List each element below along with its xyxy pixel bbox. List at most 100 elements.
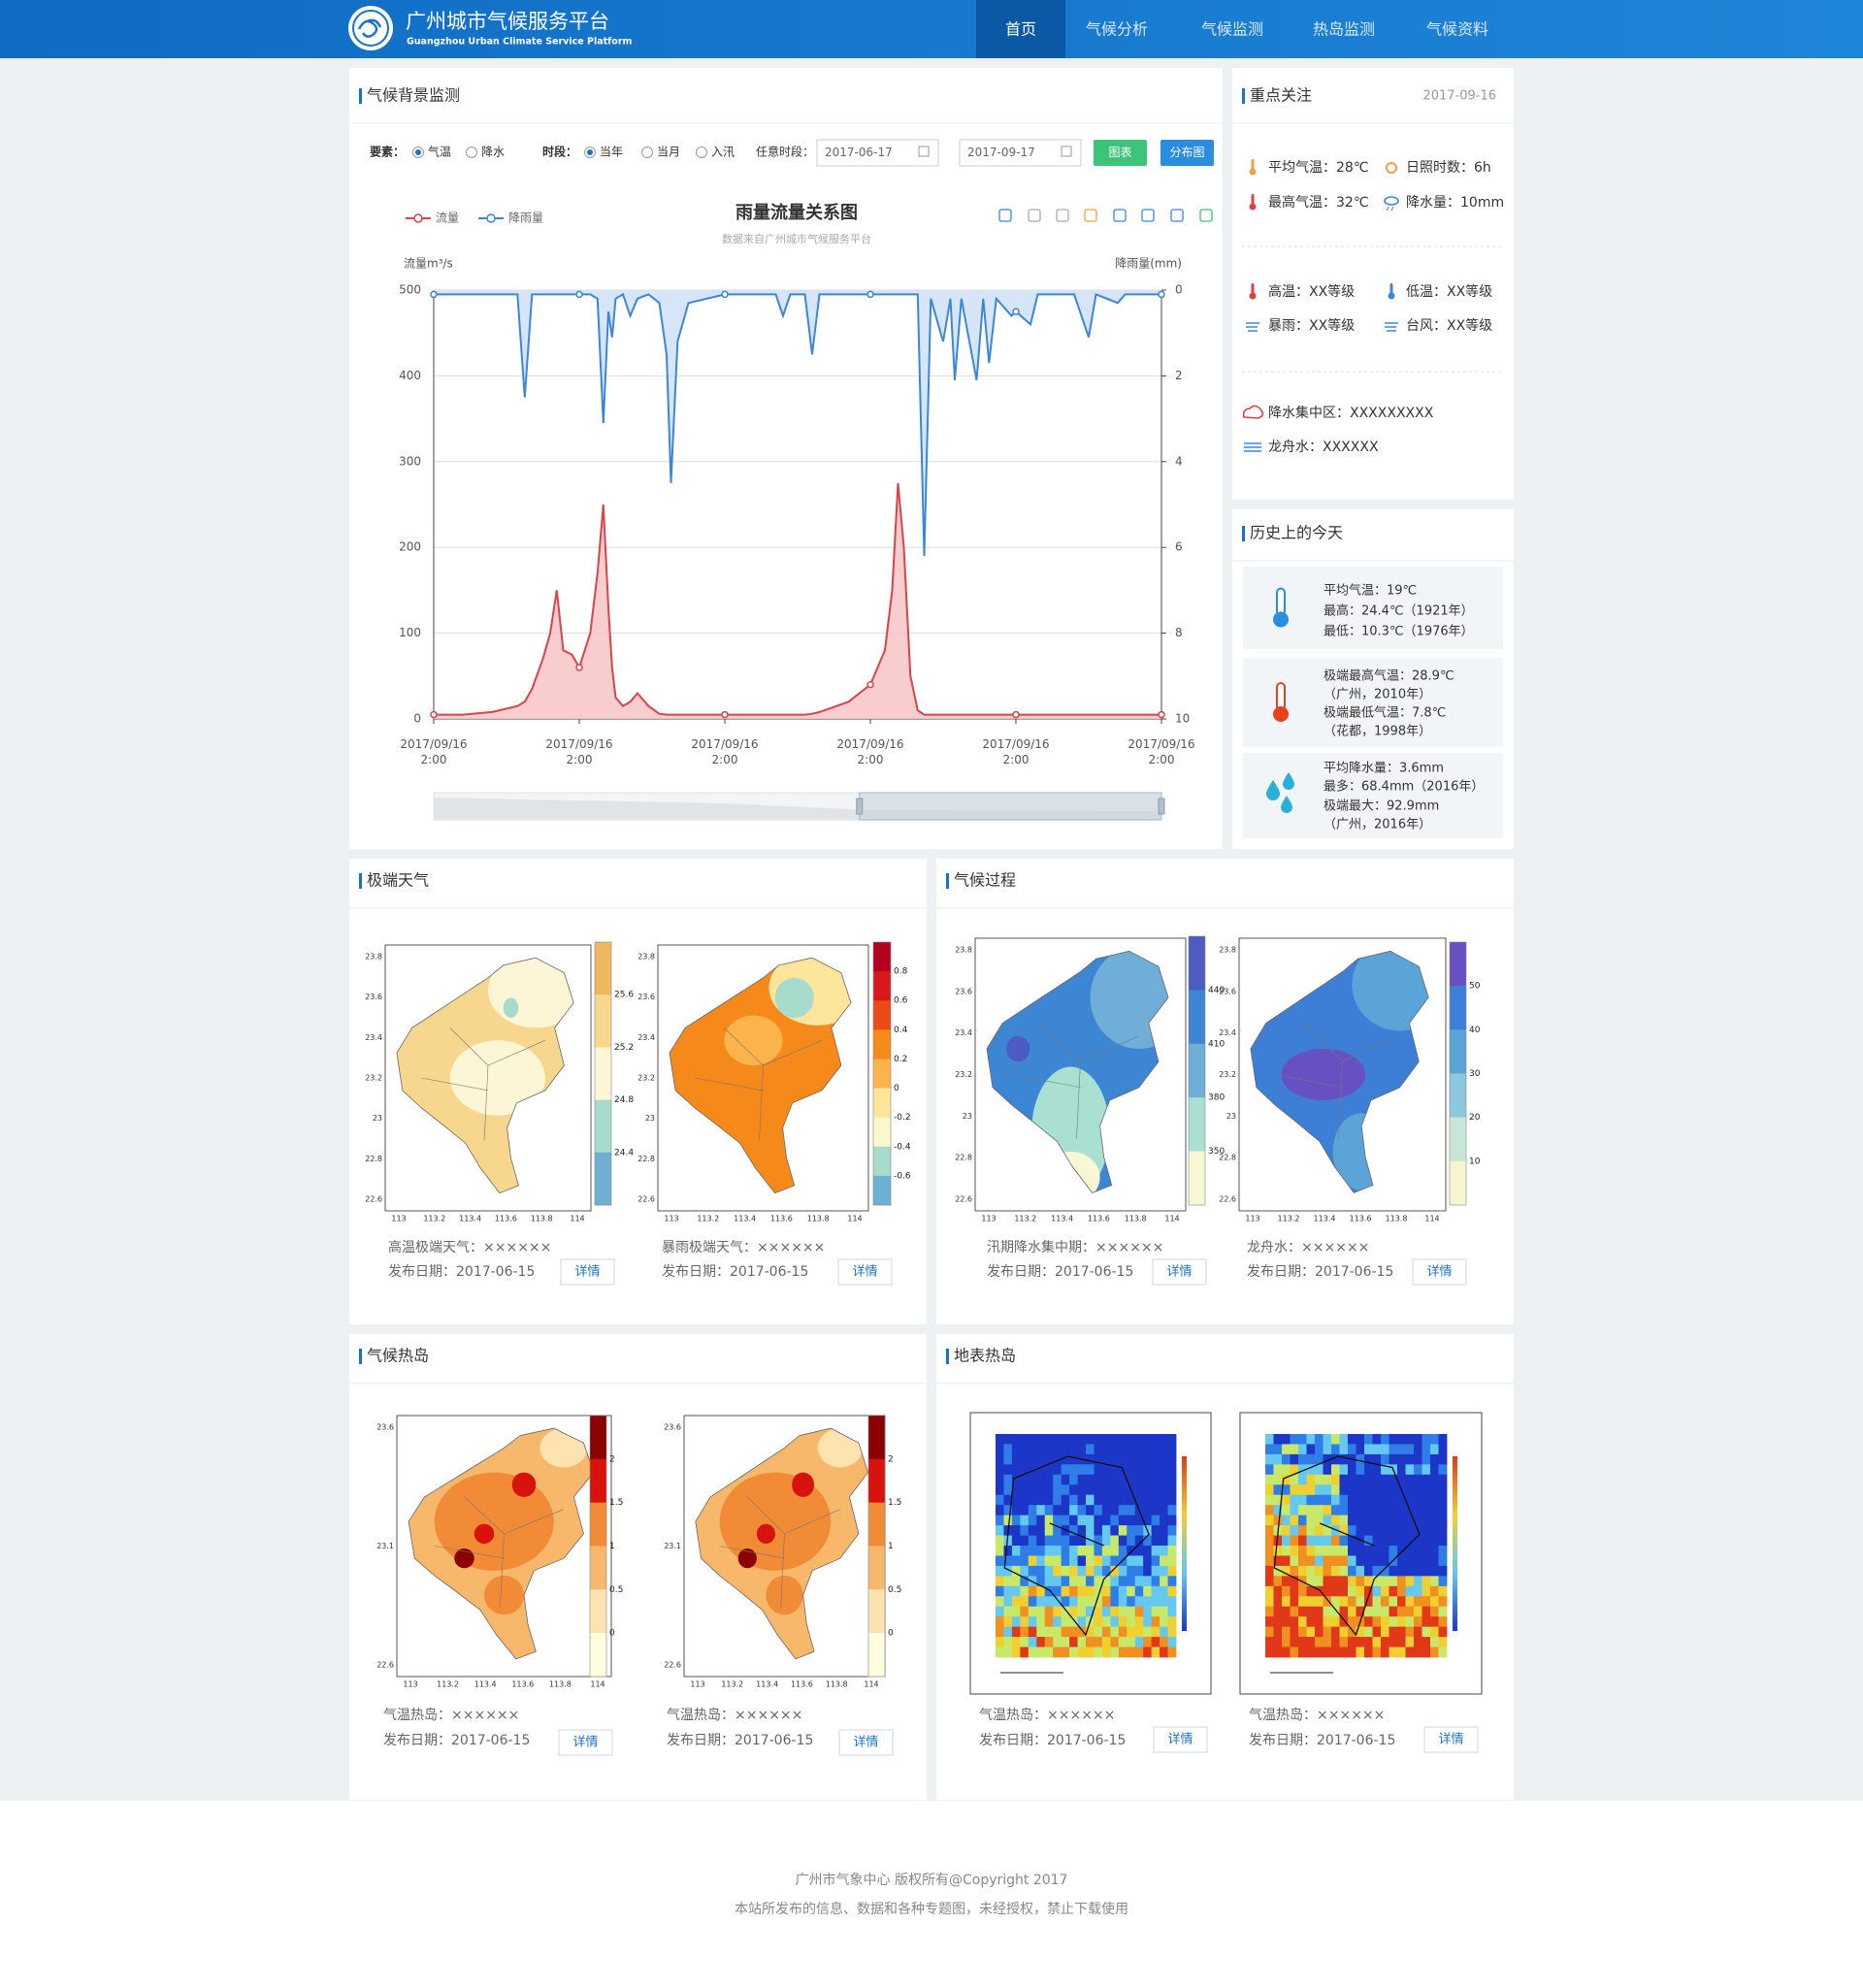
toolbar-icon[interactable] <box>1056 209 1069 222</box>
toolbar-icon[interactable] <box>1141 209 1155 222</box>
raster-cell <box>1372 1505 1382 1516</box>
toolbar-icon[interactable] <box>1170 209 1184 222</box>
raster-cell <box>1044 1626 1054 1638</box>
raster-cell <box>1143 1606 1153 1617</box>
period-option[interactable]: 入汛 <box>711 146 735 159</box>
detail-button-label[interactable]: 详情 <box>574 1265 600 1280</box>
toolbar-icon[interactable] <box>1199 209 1213 222</box>
button-label[interactable]: 分布图 <box>1169 146 1204 159</box>
raster-cell <box>1282 1474 1291 1485</box>
raster-cell <box>1273 1626 1283 1638</box>
toolbar-icon[interactable] <box>1084 209 1097 222</box>
detail-button-label[interactable]: 详情 <box>1166 1265 1192 1280</box>
raster-cell <box>1372 1585 1382 1597</box>
raster-cell <box>1160 1494 1168 1506</box>
icon <box>1273 706 1289 722</box>
radio[interactable] <box>696 147 707 158</box>
toolbar-icon[interactable] <box>998 209 1012 222</box>
raster-cell <box>1282 1525 1291 1536</box>
zoom-handle[interactable] <box>856 798 864 815</box>
raster-cell <box>1036 1596 1046 1608</box>
radio[interactable] <box>641 147 653 158</box>
nav-item[interactable]: 首页 <box>1005 20 1036 39</box>
colorbar-label: 10 <box>1469 1157 1481 1166</box>
raster-cell <box>1331 1546 1340 1556</box>
raster-cell <box>1405 1585 1415 1597</box>
zoom-handle[interactable] <box>1158 798 1165 815</box>
toolbar-icon[interactable] <box>1113 209 1127 222</box>
nav-item[interactable]: 热岛监测 <box>1313 20 1375 39</box>
raster-cell <box>1414 1596 1422 1608</box>
detail-button-label[interactable]: 详情 <box>572 1736 598 1750</box>
detail-button[interactable] <box>1152 1258 1207 1286</box>
raster-cell <box>1282 1596 1291 1608</box>
legend-label[interactable]: 流量 <box>436 212 459 225</box>
period-option[interactable]: 当月 <box>657 146 680 159</box>
history-card <box>1243 567 1503 649</box>
detail-button[interactable] <box>1153 1726 1208 1753</box>
raster-cell <box>1414 1505 1422 1516</box>
element-option[interactable]: 降水 <box>481 146 505 159</box>
raster-cell <box>1134 1565 1144 1577</box>
detail-button[interactable] <box>560 1258 615 1286</box>
map-patch <box>792 1472 815 1497</box>
raster-cell <box>1134 1585 1144 1597</box>
map-date: 发布日期：2017-06-15 <box>662 1264 808 1280</box>
raster-cell <box>1003 1606 1013 1617</box>
raster-cell <box>1143 1546 1153 1556</box>
raster-cell <box>1273 1484 1283 1496</box>
detail-button-label[interactable]: 详情 <box>853 1736 878 1750</box>
nav-item[interactable]: 气候分析 <box>1086 20 1148 39</box>
raster-cell <box>1282 1546 1291 1556</box>
raster-cell <box>1127 1464 1136 1476</box>
raster-cell <box>1011 1434 1021 1445</box>
detail-button[interactable] <box>558 1729 613 1756</box>
legend-label[interactable]: 降雨量 <box>508 212 543 225</box>
raster-cell <box>1061 1464 1070 1476</box>
detail-button[interactable] <box>838 1729 894 1756</box>
detail-button[interactable] <box>1412 1258 1467 1286</box>
nav-item[interactable]: 气候监测 <box>1201 20 1263 39</box>
map-patch <box>724 1015 783 1066</box>
button[interactable] <box>1160 140 1214 166</box>
x-tick-label: 2017/09/16 2:00 <box>1128 737 1195 766</box>
button-label[interactable]: 图表 <box>1108 146 1131 159</box>
raster-cell <box>1053 1565 1062 1577</box>
raster-cell <box>1011 1646 1021 1658</box>
date-input[interactable] <box>816 139 939 167</box>
title-bar <box>1242 88 1245 104</box>
raster-cell <box>1397 1606 1406 1617</box>
raster-cell <box>1110 1474 1120 1485</box>
zoom-window[interactable] <box>859 792 1162 821</box>
raster-cell <box>1356 1464 1365 1476</box>
raster-cell <box>1298 1646 1307 1658</box>
raster-cell <box>1069 1453 1078 1465</box>
raster-cell <box>1003 1474 1013 1485</box>
raster-cell <box>1298 1606 1307 1617</box>
nav-item[interactable]: 气候资料 <box>1426 20 1488 39</box>
raster-cell <box>1364 1494 1373 1506</box>
detail-button-label[interactable]: 详情 <box>1167 1733 1193 1747</box>
raster-cell <box>1110 1464 1120 1476</box>
raster-cell <box>1438 1444 1448 1455</box>
detail-button-label[interactable]: 详情 <box>1426 1265 1452 1280</box>
button[interactable] <box>1094 140 1147 166</box>
date-input[interactable] <box>959 139 1082 167</box>
raster-cell <box>1422 1546 1431 1556</box>
period-option[interactable]: 当年 <box>600 146 623 159</box>
detail-button-label[interactable]: 详情 <box>852 1265 877 1280</box>
raster-cell <box>1282 1444 1291 1455</box>
colorbar-segment <box>1189 1097 1205 1152</box>
detail-button-label[interactable]: 详情 <box>1438 1733 1463 1747</box>
raster-cell <box>1372 1515 1382 1526</box>
map-caption: 汛期降水集中期：×××××× <box>987 1239 1163 1255</box>
radio[interactable] <box>466 147 477 158</box>
point-marker <box>1012 308 1020 315</box>
element-option[interactable]: 气温 <box>428 145 451 159</box>
map-lon-label: 113.2 <box>721 1680 743 1689</box>
detail-button[interactable] <box>1423 1726 1479 1753</box>
detail-button[interactable] <box>837 1258 893 1286</box>
map-lat-label: 23.6 <box>664 1423 681 1432</box>
raster-cell <box>1167 1637 1177 1647</box>
toolbar-icon[interactable] <box>1028 209 1041 222</box>
